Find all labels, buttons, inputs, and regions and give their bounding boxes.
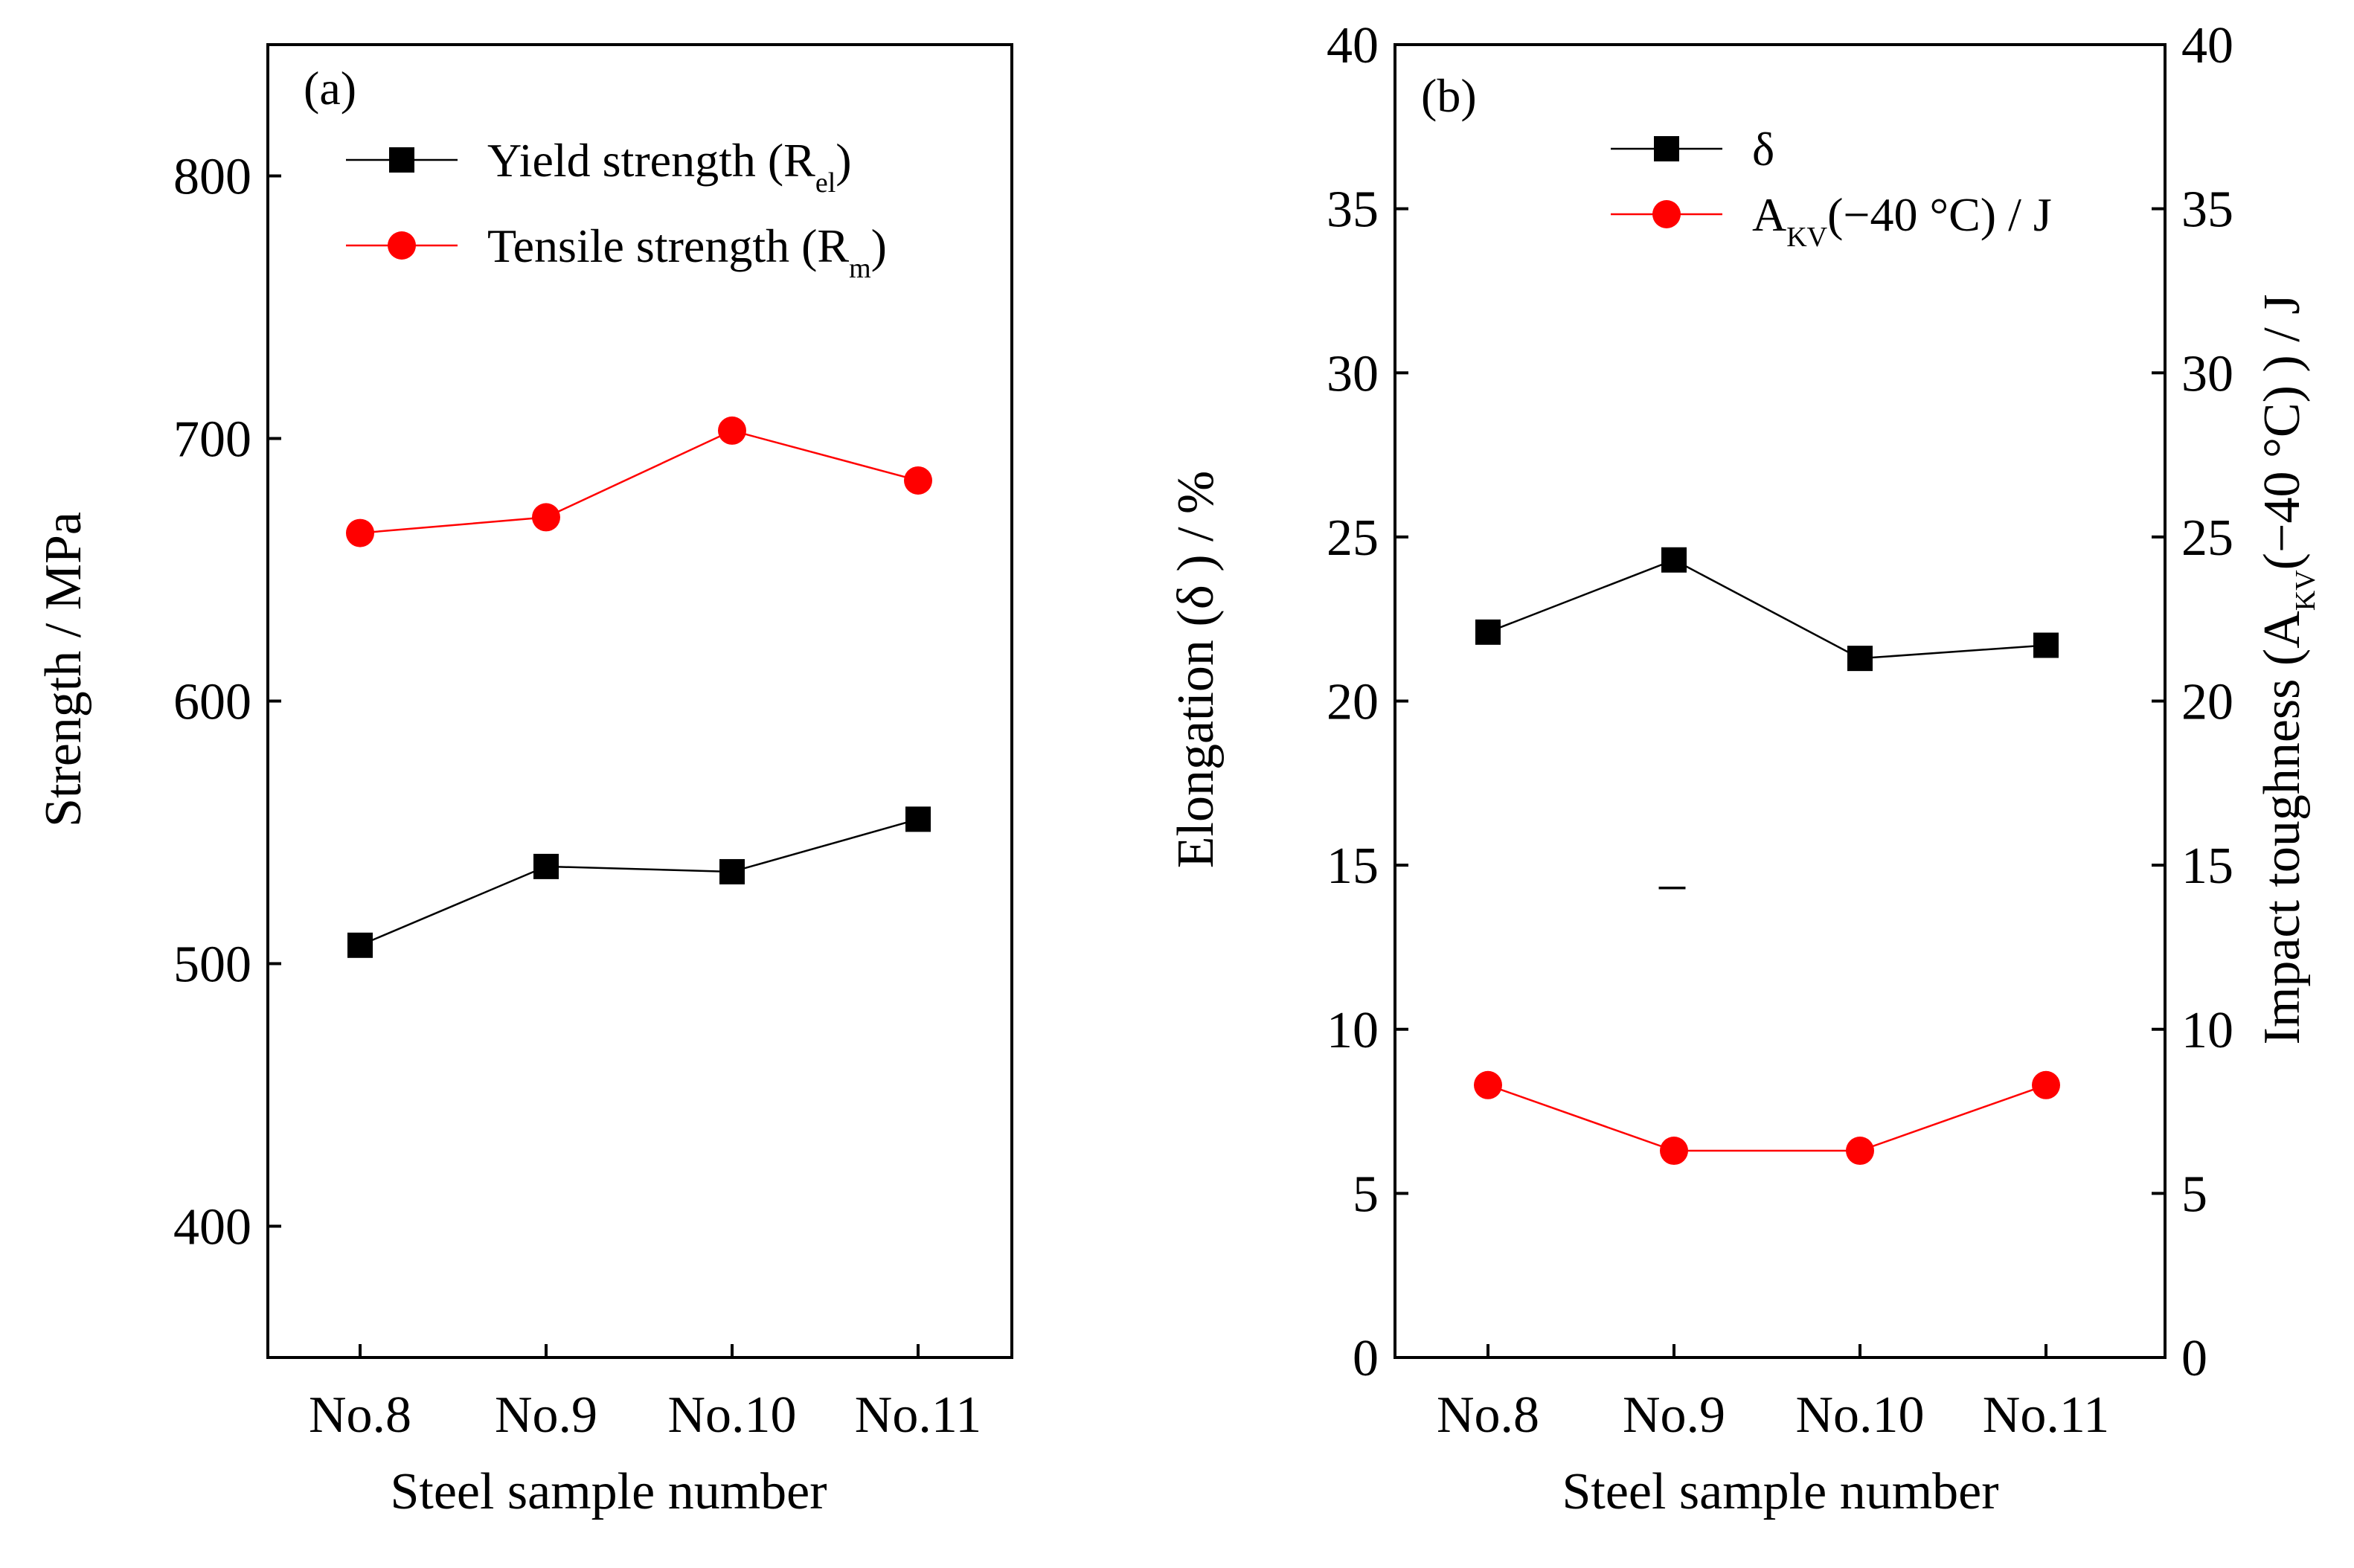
panel-b-y-tick-label: 40 <box>1327 17 1379 74</box>
panel-a-x-tick-label: No.10 <box>667 1387 796 1444</box>
panel-a-y-tick-label: 800 <box>173 149 251 206</box>
panel-a-legend-label: Tensile strength (Rm) <box>487 219 887 284</box>
legend-label-tail: ) <box>836 134 851 187</box>
right-axis-title-main: Impact toughness (A <box>2254 611 2311 1045</box>
panel-a-y-tick-label: 500 <box>173 936 251 994</box>
panel-a-series-1-point <box>904 466 932 495</box>
panel-b-series-0-point <box>1847 646 1873 672</box>
panel-b-series-1-point <box>1846 1137 1874 1166</box>
panel-b-y-tick-label: 0 <box>1353 1330 1379 1387</box>
panel-a-legend-label: Yield strength (Rel) <box>487 134 852 199</box>
panel-b-series-1-point <box>1660 1137 1688 1166</box>
panel-b-series-1-point <box>2032 1070 2060 1099</box>
panel-b-x-tick-label: No.10 <box>1795 1387 1924 1444</box>
panel-b-x-tick-label: No.9 <box>1623 1387 1725 1444</box>
panel-b-x-tick-label: No.8 <box>1437 1387 1539 1444</box>
panel-b-plot-frame <box>1394 43 2167 1359</box>
legend-label-main: δ <box>1752 123 1774 176</box>
panel-a-label: (a) <box>304 62 356 115</box>
panel-b-stray-mark: – <box>1658 855 1686 912</box>
panel-a-series-1-point <box>346 518 374 547</box>
panel-b-legend-label: AKV(−40 °C) / J <box>1752 188 2052 253</box>
legend-label-main: A <box>1752 188 1786 241</box>
legend-label-sub: m <box>849 253 871 284</box>
panel-a-series-1-point <box>532 503 560 532</box>
legend-label-sub: el <box>815 167 836 199</box>
panel-a-legend-marker <box>388 231 416 260</box>
panel-b-right-y-tick-label: 20 <box>2181 674 2233 731</box>
panel-b-right-y-tick-label: 10 <box>2181 1002 2233 1059</box>
right-axis-title-tail: (−40 °C) ) / J <box>2254 295 2311 571</box>
panel-b-x-tick-label: No.11 <box>1983 1387 2109 1444</box>
panel-b-y-tick-label: 20 <box>1327 674 1379 731</box>
panel-a-series-0-point <box>719 858 745 884</box>
panel-b-y-tick-label: 15 <box>1327 838 1379 895</box>
panel-b-right-y-axis-title: Impact toughness (AKV(−40 °C) ) / J <box>2254 295 2321 1045</box>
panel-a-series-1-point <box>718 416 746 445</box>
panel-b-right-y-tick-label: 40 <box>2181 17 2233 74</box>
panel-b-y-axis-title: Elongation (δ ) / % <box>1167 471 1225 869</box>
panel-b-right-y-tick-label: 35 <box>2181 181 2233 239</box>
panel-b-right-y-tick-label: 25 <box>2181 510 2233 567</box>
panel-b-right-y-tick-label: 15 <box>2181 838 2233 895</box>
panel-b-legend-marker <box>1652 200 1681 228</box>
panel-a-series-0-point <box>905 806 931 832</box>
panel-b-y-tick-label: 5 <box>1353 1166 1379 1223</box>
legend-label-main: Yield strength (R <box>487 134 815 187</box>
panel-a-x-tick-label: No.8 <box>309 1387 411 1444</box>
panel-b-series-0-line <box>1487 559 2047 660</box>
panel-a-x-tick-label: No.9 <box>495 1387 597 1444</box>
panel-a-y-tick-label: 600 <box>173 674 251 731</box>
panel-b-right-y-tick-label: 0 <box>2181 1330 2207 1387</box>
panel-b-legend-label: δ <box>1752 123 1774 176</box>
panel-a-y-tick-label: 400 <box>173 1199 251 1256</box>
right-axis-title-sub: KV <box>2290 570 2321 611</box>
panel-b-y-tick-label: 10 <box>1327 1002 1379 1059</box>
panel-b-y-tick-label: 25 <box>1327 510 1379 567</box>
panel-b-y-tick-label: 30 <box>1327 345 1379 402</box>
panel-a-strength-chart: (a) Strength / MPa Steel sample number 4… <box>35 43 1013 1520</box>
panel-a-y-axis-title: Strength / MPa <box>35 512 92 827</box>
panel-b-legend-marker <box>1654 136 1679 161</box>
panel-b-x-axis-title: Steel sample number <box>1562 1463 1998 1520</box>
legend-label-tail: ) <box>871 219 887 272</box>
panel-b-label: (b) <box>1421 69 1477 122</box>
panel-a-y-tick-label: 700 <box>173 411 251 469</box>
panel-a-series-0-point <box>533 853 559 879</box>
panel-b-series-0-point <box>2033 632 2059 658</box>
panel-b-series-0-point <box>1475 619 1501 645</box>
panel-b-series-0-point <box>1661 547 1687 573</box>
panel-b-series-1-line <box>1487 1084 2047 1152</box>
panel-a-legend-marker <box>389 147 414 173</box>
panel-a-series-0-line <box>359 818 919 946</box>
panel-b-elongation-toughness-chart: (b) Elongation (δ ) / % Impact toughness… <box>1167 17 2321 1520</box>
panel-b-right-y-tick-label: 30 <box>2181 345 2233 402</box>
legend-label-main: Tensile strength (R <box>487 219 849 272</box>
panel-b-right-y-tick-label: 5 <box>2181 1166 2207 1223</box>
legend-label-tail: (−40 °C) / J <box>1827 188 2052 241</box>
legend-label-sub: KV <box>1786 222 1827 253</box>
panel-a-series-0-point <box>347 932 373 958</box>
panel-b-y-tick-label: 35 <box>1327 181 1379 239</box>
panel-a-series-1-line <box>359 429 919 534</box>
panel-b-series-1-point <box>1474 1070 1502 1099</box>
panel-a-x-axis-title: Steel sample number <box>390 1463 827 1520</box>
panel-a-x-tick-label: No.11 <box>855 1387 981 1444</box>
